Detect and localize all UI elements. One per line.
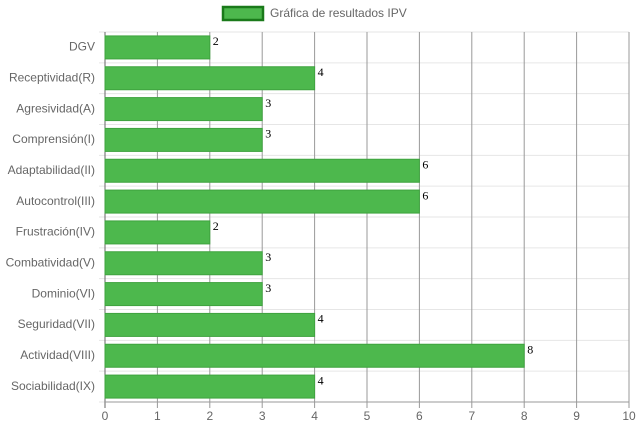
x-tick-label: 10 bbox=[622, 409, 636, 423]
y-tick-label: Adaptabilidad(II) bbox=[8, 163, 95, 177]
x-tick-label: 7 bbox=[468, 409, 475, 423]
bar bbox=[104, 97, 263, 122]
y-tick-label: Actividad(VIII) bbox=[20, 348, 95, 362]
x-tick-label: 2 bbox=[206, 409, 213, 423]
value-label: 2 bbox=[213, 34, 219, 48]
value-label: 8 bbox=[527, 343, 533, 357]
bar bbox=[104, 189, 420, 214]
bar bbox=[104, 158, 420, 183]
legend-label: Gráfica de resultados IPV bbox=[270, 6, 407, 20]
bar bbox=[104, 343, 525, 368]
x-tick-label: 4 bbox=[311, 409, 318, 423]
value-label: 3 bbox=[265, 96, 271, 110]
value-label: 6 bbox=[422, 158, 428, 172]
y-tick-label: Autocontrol(III) bbox=[16, 194, 95, 208]
value-label: 3 bbox=[265, 281, 271, 295]
y-tick-label: Agresividad(A) bbox=[16, 101, 95, 115]
value-label: 4 bbox=[318, 312, 324, 326]
value-label: 3 bbox=[265, 250, 271, 264]
y-tick-label: Combatividad(V) bbox=[6, 255, 95, 269]
bar bbox=[104, 312, 316, 337]
value-label: 4 bbox=[318, 373, 324, 387]
y-tick-label: Dominio(VI) bbox=[32, 286, 95, 300]
y-tick-label: DGV bbox=[69, 40, 95, 54]
bar bbox=[104, 282, 263, 307]
bar bbox=[104, 220, 211, 245]
y-tick-label: Sociabilidad(IX) bbox=[11, 379, 95, 393]
value-label: 3 bbox=[265, 127, 271, 141]
value-label: 4 bbox=[318, 65, 324, 79]
x-tick-label: 1 bbox=[154, 409, 161, 423]
x-tick-label: 8 bbox=[521, 409, 528, 423]
bar bbox=[104, 374, 316, 399]
x-tick-label: 6 bbox=[416, 409, 423, 423]
x-tick-label: 3 bbox=[259, 409, 266, 423]
x-tick-label: 9 bbox=[573, 409, 580, 423]
y-tick-label: Frustración(IV) bbox=[16, 225, 95, 239]
legend-swatch bbox=[221, 5, 265, 22]
x-tick-label: 5 bbox=[364, 409, 371, 423]
value-label: 6 bbox=[422, 188, 428, 202]
bar bbox=[104, 127, 263, 152]
y-tick-label: Comprensión(I) bbox=[12, 132, 95, 146]
y-tick-label: Receptividad(R) bbox=[9, 70, 95, 84]
bar bbox=[104, 251, 263, 276]
x-tick-label: 0 bbox=[102, 409, 109, 423]
value-label: 2 bbox=[213, 219, 219, 233]
bar bbox=[104, 66, 316, 91]
y-tick-label: Seguridad(VII) bbox=[18, 317, 95, 331]
bar bbox=[104, 35, 211, 60]
